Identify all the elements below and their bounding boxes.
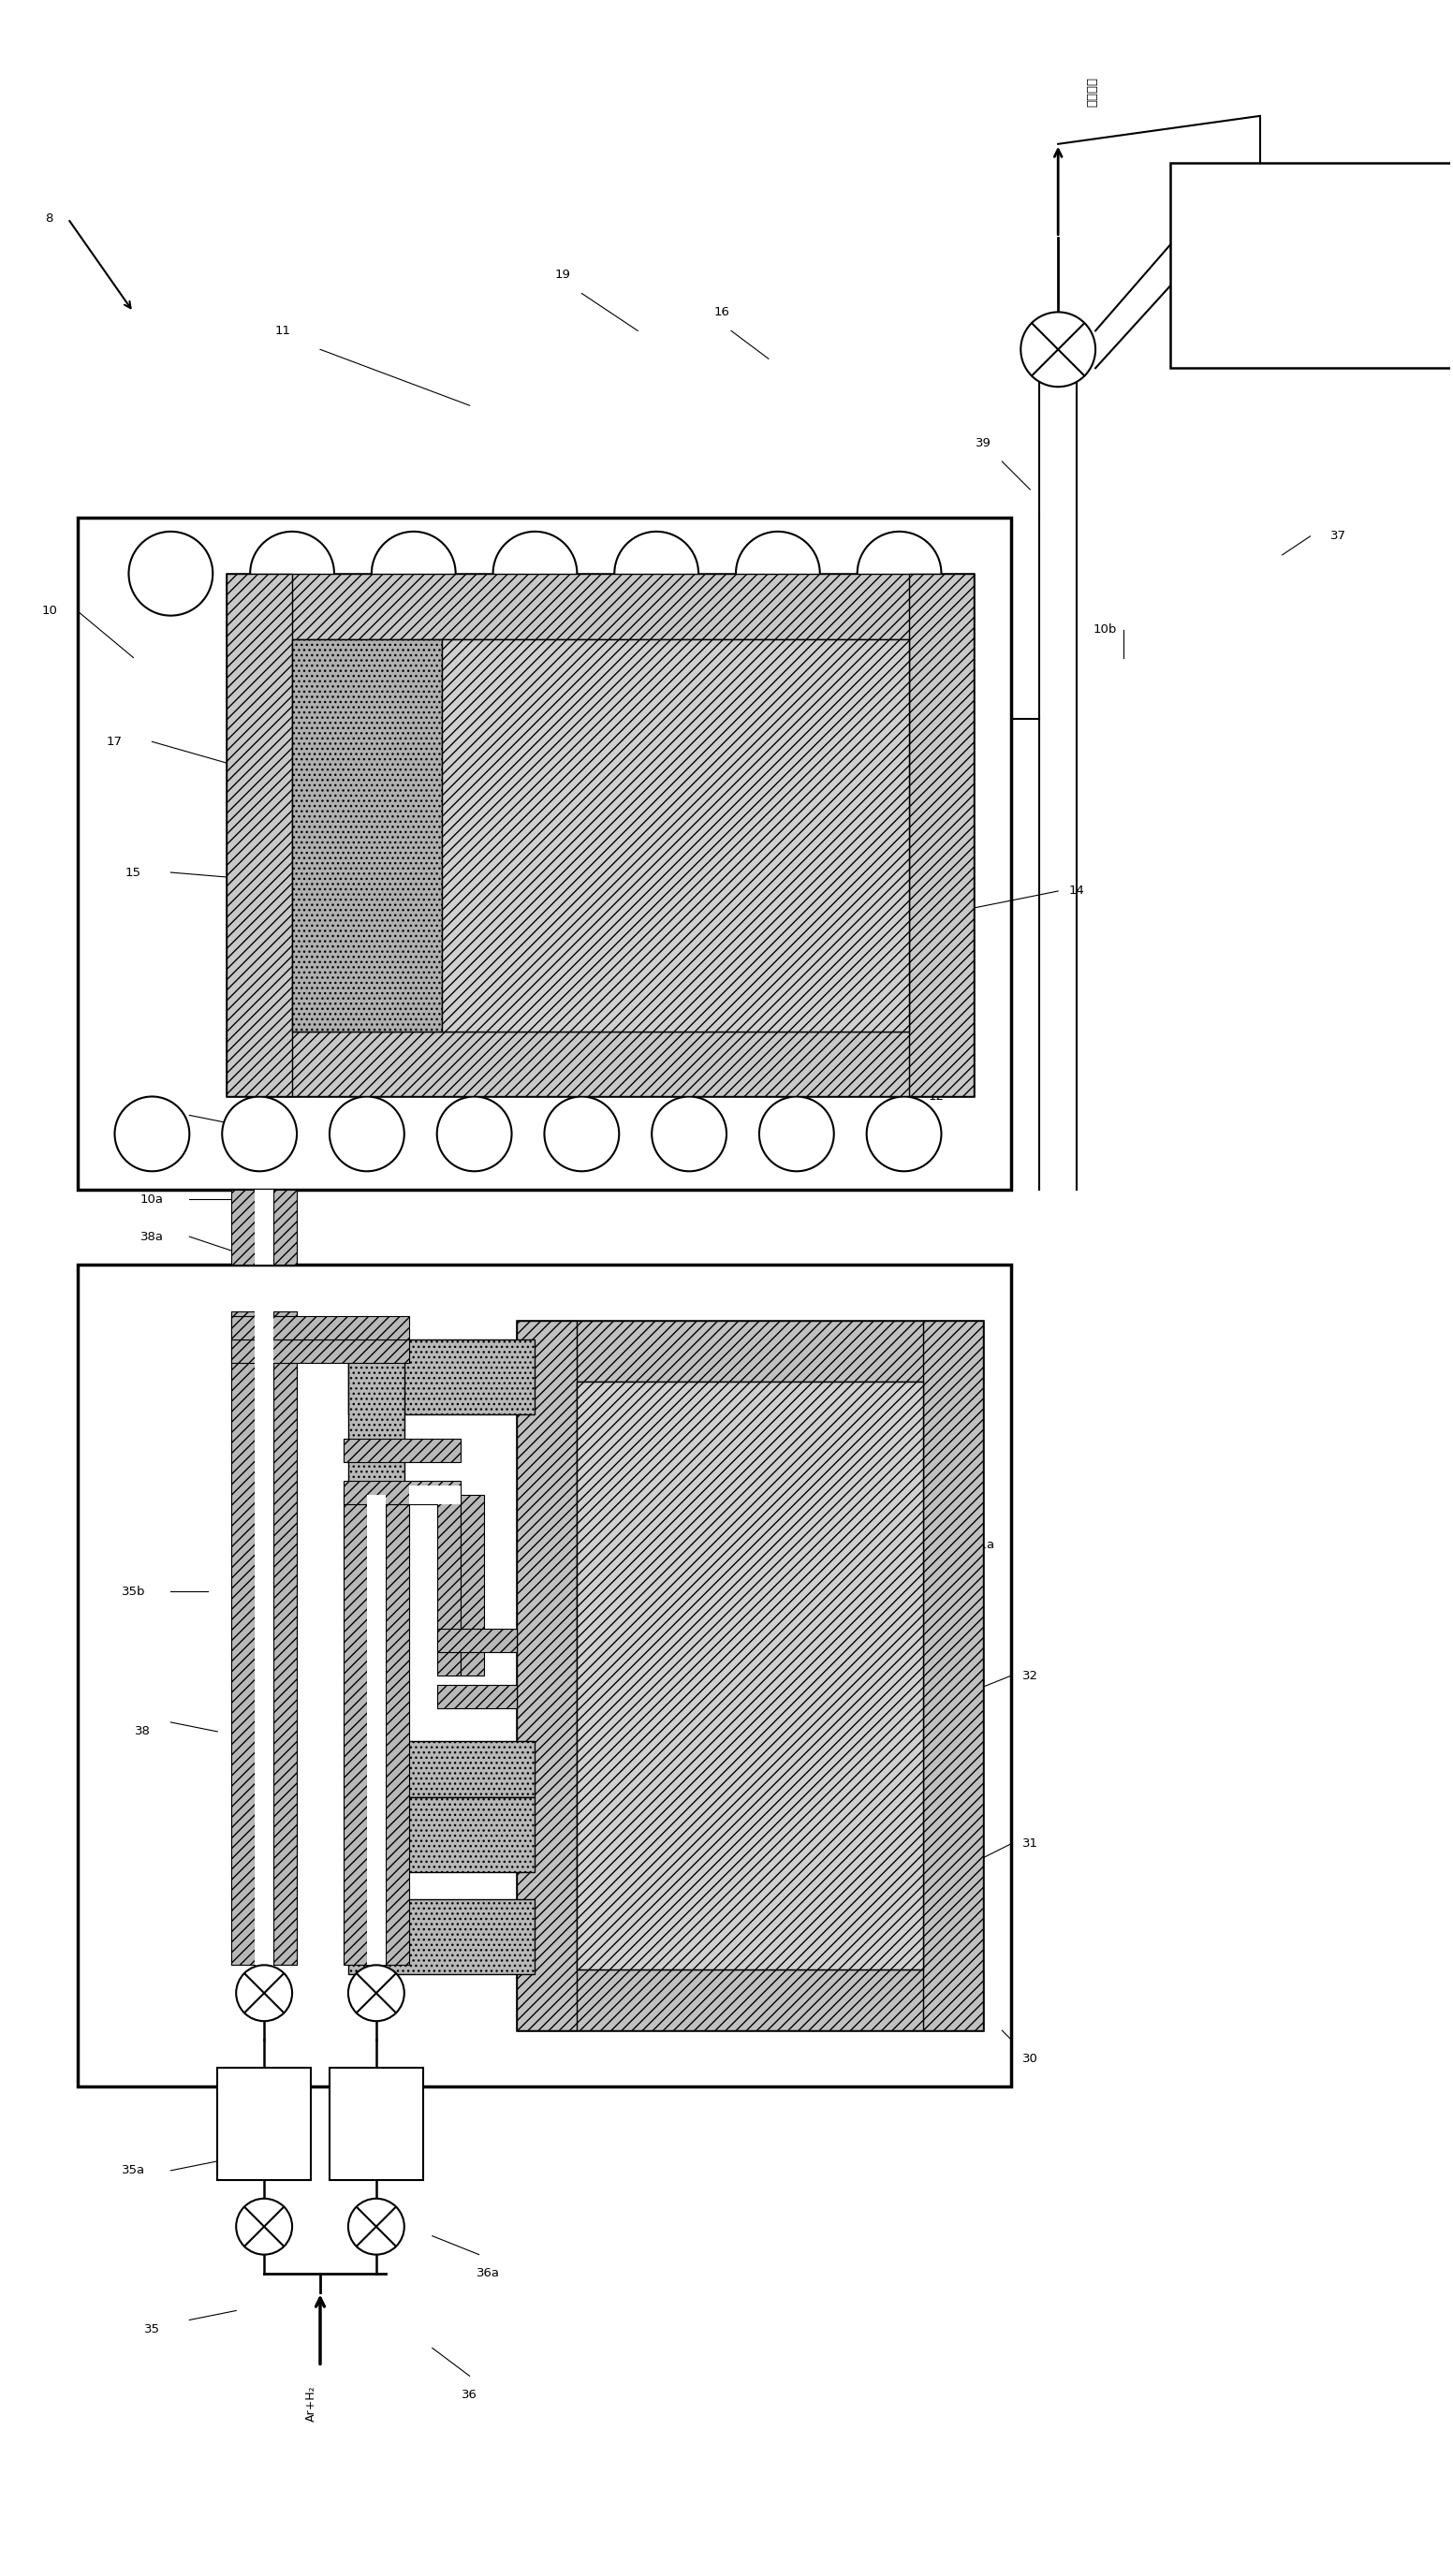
Bar [273,1311,296,1965]
Circle shape [758,1097,834,1172]
Bar [408,1486,461,1504]
Text: 12: 12 [928,1090,944,1103]
Bar [273,1190,296,1265]
Bar [516,1321,984,2030]
Bar [577,1381,923,1971]
Bar [231,1316,408,1340]
Bar [908,574,974,1097]
Text: 35b: 35b [122,1584,145,1597]
Circle shape [330,1097,404,1172]
Text: 36b: 36b [551,1492,575,1504]
Bar [227,574,292,1097]
Bar [516,1971,984,2030]
Circle shape [652,1097,726,1172]
Text: 10a: 10a [141,1193,164,1206]
Text: 35: 35 [144,2324,160,2336]
Bar [349,1340,404,1731]
Circle shape [222,1097,296,1172]
Text: 10b: 10b [1093,623,1117,636]
Bar [227,1030,974,1097]
Circle shape [735,531,819,616]
Bar [343,1481,461,1504]
Bar [437,1628,516,1651]
Circle shape [349,1965,404,2022]
Bar [516,1321,984,1381]
Text: 10: 10 [41,605,57,618]
Bar [254,1190,273,1265]
Circle shape [115,1097,189,1172]
Bar [349,1741,535,1798]
Bar [437,1685,516,1708]
Bar [227,574,974,1097]
Circle shape [250,531,334,616]
Text: 38a: 38a [141,1231,164,1242]
Text: Ar+H₂: Ar+H₂ [305,2385,317,2421]
Text: 15: 15 [125,866,141,878]
Text: 17: 17 [106,737,122,747]
Bar [461,1494,484,1674]
Bar [77,1265,1011,2087]
Bar [231,1190,254,1265]
Circle shape [866,1097,942,1172]
Text: 14: 14 [1069,886,1085,896]
Bar [254,1311,273,1965]
Circle shape [545,1097,619,1172]
Bar [516,1321,577,2030]
Text: 36: 36 [462,2388,478,2401]
Text: 31a: 31a [972,1538,995,1551]
Text: 30: 30 [1021,2053,1037,2063]
Bar [218,2069,311,2179]
Text: 19: 19 [555,268,571,281]
Text: 至排气管: 至排气管 [1085,77,1098,106]
Bar [349,1899,535,1973]
Bar [923,1321,984,2030]
Bar [1170,162,1453,368]
Bar [349,1340,535,1414]
Circle shape [237,1965,292,2022]
Text: 8: 8 [45,214,54,224]
Bar [404,1798,535,1873]
Bar [442,639,908,1030]
Circle shape [615,531,699,616]
Circle shape [372,531,456,616]
Circle shape [349,2197,404,2254]
Bar [343,1440,461,1463]
Text: 39: 39 [975,438,991,448]
Text: 36a: 36a [477,2267,500,2280]
Bar [231,1311,254,1965]
Circle shape [129,531,212,616]
Circle shape [857,531,942,616]
Text: 11: 11 [275,325,291,337]
Bar [385,1494,408,1965]
Text: 35a: 35a [122,2164,145,2177]
Text: 16: 16 [713,307,729,319]
Text: 38: 38 [135,1726,151,1739]
Bar [330,2069,423,2179]
Circle shape [493,531,577,616]
Circle shape [437,1097,511,1172]
Bar [368,1494,385,1965]
Circle shape [1020,312,1096,386]
Text: 31: 31 [1021,1837,1037,1850]
Bar [77,518,1011,1190]
Text: 26: 26 [144,1110,160,1121]
Circle shape [237,2197,292,2254]
Bar [292,639,442,1030]
Text: 32: 32 [1021,1669,1037,1682]
Bar [343,1494,368,1965]
Bar [437,1494,461,1674]
Bar [227,574,974,639]
Text: 37: 37 [1331,531,1347,544]
Bar [231,1340,408,1363]
